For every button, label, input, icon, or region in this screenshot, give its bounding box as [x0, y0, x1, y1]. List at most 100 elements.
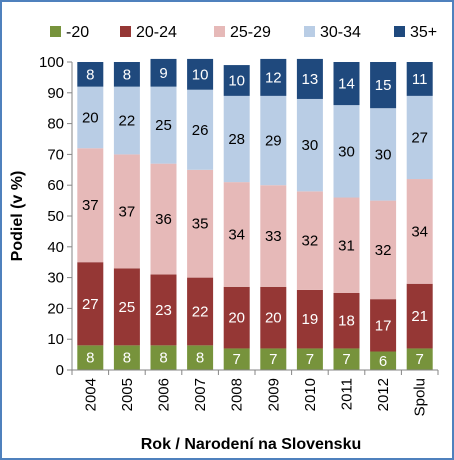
bar-segment-2012-series-3 [370, 108, 397, 201]
data-label-2010-series-2: 32 [302, 233, 319, 250]
data-label-2006-series-2: 36 [155, 211, 172, 228]
bar-segment-2008-series-1 [223, 286, 250, 349]
x-tick-label-2007: 2007 [192, 378, 209, 411]
y-tick-label: 70 [47, 146, 64, 163]
bar-segment-2006-series-4 [150, 58, 177, 87]
data-label-2005-series-0: 8 [123, 350, 131, 367]
bar-segment-2010-series-0 [296, 348, 323, 370]
bar-segment-2008-series-3 [223, 95, 250, 183]
y-axis-title: Podiel (v %) [9, 171, 26, 262]
bar-segment-2011-series-1 [333, 293, 360, 349]
bar-segment-Spolu-series-0 [406, 348, 433, 370]
y-tick-label: 50 [47, 208, 64, 225]
data-label-2004-series-0: 8 [86, 350, 94, 367]
bar-segment-2012-series-2 [370, 200, 397, 300]
legend-label-series-3: 30-34 [320, 24, 361, 41]
bar-segment-2008-series-4 [223, 65, 250, 96]
bar-segment-2006-series-0 [150, 345, 177, 370]
bar-segment-2012-series-1 [370, 299, 397, 352]
y-tick-label: 90 [47, 85, 64, 102]
bar-segment-2010-series-4 [296, 58, 323, 99]
x-tick-label-2009: 2009 [265, 378, 282, 411]
bar-segment-Spolu-series-4 [406, 62, 433, 96]
bar-segment-2007-series-2 [187, 169, 214, 278]
bar-segment-2010-series-2 [296, 191, 323, 290]
bar-segment-2009-series-2 [260, 185, 287, 287]
bar-segment-2004-series-2 [77, 148, 104, 263]
data-label-2006-series-0: 8 [159, 350, 167, 367]
y-tick-label: 40 [47, 239, 64, 256]
data-label-Spolu-series-2: 34 [411, 223, 428, 240]
data-label-2009-series-1: 20 [265, 310, 282, 327]
x-tick-label-2012: 2012 [375, 378, 392, 411]
y-tick-label: 10 [47, 331, 64, 348]
bar-segment-2007-series-1 [187, 277, 214, 346]
y-axis-ticks: 0 10 20 30 40 50 60 70 80 90 100 [39, 54, 72, 379]
x-tick-label-2011: 2011 [339, 378, 356, 410]
x-tick-label-Spolu: Spolu [412, 378, 429, 416]
legend-swatch-series-2 [214, 26, 225, 37]
data-label-2006-series-4: 9 [159, 65, 167, 82]
data-label-2010-series-1: 19 [302, 311, 319, 328]
bar-segment-2012-series-0 [370, 351, 397, 370]
data-label-Spolu-series-1: 21 [411, 308, 428, 325]
bar-segment-2008-series-2 [223, 182, 250, 287]
x-tick-label-2008: 2008 [229, 378, 246, 411]
data-label-2009-series-3: 29 [265, 133, 282, 150]
data-label-2007-series-4: 10 [192, 66, 209, 83]
bar-segment-2010-series-1 [296, 289, 323, 349]
x-tick-label-2005: 2005 [119, 378, 136, 411]
data-label-2008-series-3: 28 [228, 131, 245, 148]
bar-segment-2006-series-3 [150, 86, 177, 164]
data-label-2007-series-2: 35 [192, 216, 209, 233]
data-label-2011-series-4: 14 [338, 76, 355, 93]
x-tick-label-2010: 2010 [302, 378, 319, 411]
data-label-2012-series-3: 30 [375, 146, 392, 163]
data-label-2008-series-2: 34 [228, 226, 245, 243]
data-label-2009-series-2: 33 [265, 228, 282, 245]
bar-segment-2011-series-0 [333, 348, 360, 370]
legend: -20 20-24 25-29 30-34 35+ [50, 24, 437, 41]
x-axis-ticks: 2004 2005 2006 2007 2008 2009 2010 2011 2012 Spol… [71, 370, 439, 416]
bar-segment-2011-series-2 [333, 197, 360, 293]
data-label-2009-series-0: 7 [269, 351, 277, 368]
bar-segment-2005-series-3 [113, 86, 140, 155]
data-label-2011-series-1: 18 [338, 313, 355, 330]
bar-segment-2006-series-1 [150, 274, 177, 346]
x-axis-title: Rok / Narodení na Slovensku [141, 436, 362, 453]
bar-segment-2011-series-3 [333, 105, 360, 198]
data-label-2004-series-2: 37 [82, 197, 99, 214]
bar-segment-2007-series-0 [187, 345, 214, 370]
data-label-2008-series-4: 10 [228, 72, 245, 89]
bar-segment-Spolu-series-2 [406, 179, 433, 284]
bar-segment-2005-series-4 [113, 62, 140, 87]
y-tick-label: 0 [56, 362, 64, 379]
bar-segment-2012-series-4 [370, 62, 397, 109]
bar-segment-Spolu-series-3 [406, 95, 433, 180]
y-tick-label: 60 [47, 177, 64, 194]
data-label-2011-series-0: 7 [342, 351, 350, 368]
bar-segment-2007-series-3 [187, 89, 214, 170]
data-label-2008-series-1: 20 [228, 310, 245, 327]
legend-swatch-series-4 [394, 26, 405, 37]
bar-segment-2004-series-1 [77, 262, 104, 346]
bar-segment-2009-series-4 [260, 58, 287, 96]
bar-segment-2006-series-2 [150, 163, 177, 275]
bar-segment-2009-series-3 [260, 95, 287, 186]
bar-segment-2009-series-0 [260, 348, 287, 370]
bar-segment-2005-series-0 [113, 345, 140, 370]
bar-segment-Spolu-series-1 [406, 283, 433, 349]
data-label-2012-series-0: 6 [379, 353, 387, 370]
bar-segment-2004-series-0 [77, 345, 104, 370]
y-tick-label: 30 [47, 270, 64, 287]
bar-segment-2004-series-3 [77, 86, 104, 149]
legend-swatch-series-1 [120, 26, 131, 37]
data-label-2010-series-4: 13 [302, 71, 319, 88]
data-label-2012-series-2: 32 [375, 242, 392, 259]
x-tick-label-2004: 2004 [82, 378, 99, 411]
legend-label-series-4: 35+ [410, 24, 437, 41]
y-tick-label: 20 [47, 300, 64, 317]
data-label-2012-series-1: 17 [375, 317, 392, 334]
